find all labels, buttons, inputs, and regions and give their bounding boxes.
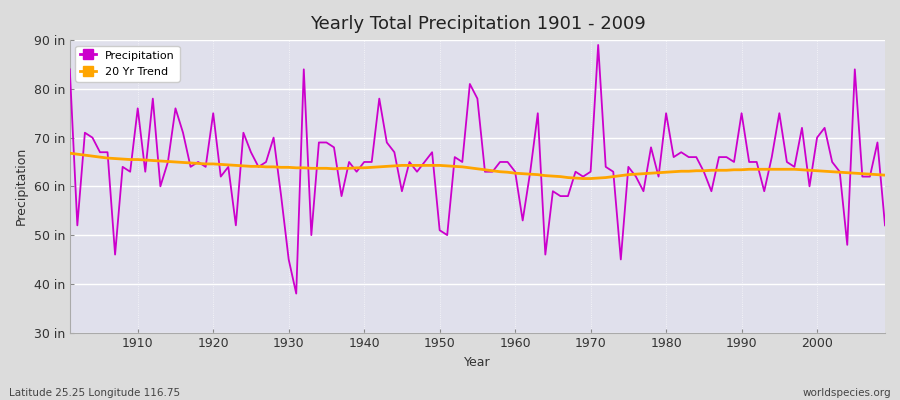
20 Yr Trend <box>608 174 618 179</box>
Precipitation <box>299 67 310 72</box>
20 Yr Trend <box>125 157 136 162</box>
Precipitation <box>616 257 626 262</box>
Precipitation <box>344 160 355 164</box>
20 Yr Trend <box>336 166 346 171</box>
Line: 20 Yr Trend: 20 Yr Trend <box>70 153 885 178</box>
Precipitation <box>509 169 520 174</box>
Precipitation <box>879 223 890 228</box>
20 Yr Trend <box>502 170 513 175</box>
20 Yr Trend <box>578 176 589 181</box>
X-axis label: Year: Year <box>464 356 491 369</box>
20 Yr Trend <box>509 171 520 176</box>
Precipitation <box>125 169 136 174</box>
20 Yr Trend <box>65 151 76 156</box>
20 Yr Trend <box>879 173 890 178</box>
Line: Precipitation: Precipitation <box>70 45 885 294</box>
Precipitation <box>593 42 604 47</box>
Text: Latitude 25.25 Longitude 116.75: Latitude 25.25 Longitude 116.75 <box>9 388 180 398</box>
Precipitation <box>291 291 302 296</box>
Y-axis label: Precipitation: Precipitation <box>15 147 28 226</box>
20 Yr Trend <box>291 166 302 170</box>
Text: worldspecies.org: worldspecies.org <box>803 388 891 398</box>
Precipitation <box>65 67 76 72</box>
Legend: Precipitation, 20 Yr Trend: Precipitation, 20 Yr Trend <box>76 46 179 82</box>
Precipitation <box>518 218 528 223</box>
Title: Yearly Total Precipitation 1901 - 2009: Yearly Total Precipitation 1901 - 2009 <box>310 15 645 33</box>
